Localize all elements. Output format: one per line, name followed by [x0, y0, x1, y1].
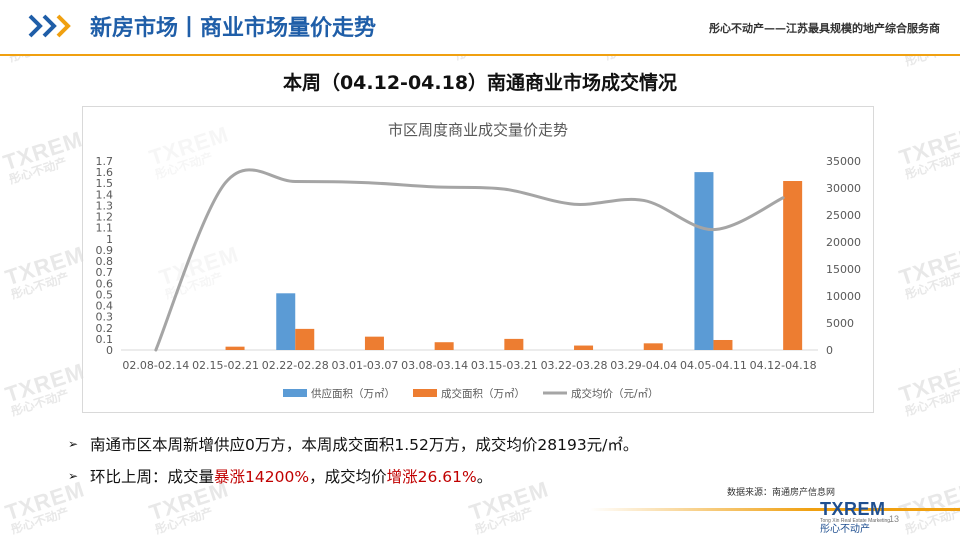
- company-logo: TXREM Tong Xin Real Estate Marketing 彤心不…: [820, 500, 890, 536]
- deal-area-bar: [783, 181, 803, 350]
- x-tick-label: 04.05-04.11: [680, 359, 747, 372]
- x-tick-label: 03.15-03.21: [471, 359, 538, 372]
- legend-swatch: [413, 389, 437, 397]
- bullet-text: 环比上周：成交量暴涨14200%，成交均价增涨26.61%。: [90, 465, 492, 487]
- legend-label: 成交均价（元/㎡）: [571, 387, 659, 400]
- x-tick-label: 03.08-03.14: [401, 359, 468, 372]
- x-tick-label: 02.15-02.21: [192, 359, 259, 372]
- x-tick-label: 02.22-02.28: [262, 359, 329, 372]
- y-left-tick-label: 1.4: [96, 188, 114, 201]
- deal-area-bar: [643, 343, 663, 350]
- y-left-tick-label: 0.6: [96, 277, 114, 290]
- y-right-tick-label: 35000: [826, 155, 861, 168]
- legend-label: 成交面积（万㎡）: [441, 387, 525, 400]
- logo-wordmark: TXREM: [820, 499, 886, 519]
- y-left-tick-label: 1.3: [96, 199, 114, 212]
- deal-area-bar: [434, 342, 454, 350]
- deal-area-bar: [574, 345, 594, 350]
- y-left-tick-label: 1.6: [96, 166, 114, 179]
- y-left-tick-label: 1.5: [96, 177, 114, 190]
- legend-label: 供应面积（万㎡）: [311, 387, 395, 400]
- supply-bar: [694, 172, 714, 350]
- slide-title: 新房市场丨商业市场量价走势: [90, 16, 377, 41]
- y-left-tick-label: 0.1: [96, 333, 114, 346]
- x-tick-label: 02.08-02.14: [122, 359, 189, 372]
- y-right-tick-label: 20000: [826, 236, 861, 249]
- deal-area-bar: [713, 339, 733, 350]
- price-volume-chart: 市区周度商业成交量价走势 00.10.20.30.40.50.60.70.80.…: [96, 121, 862, 400]
- avg-price-line: [154, 168, 785, 352]
- summary-bullets: ➢ 南通市区本周新增供应0万方，本周成交面积1.52万方，成交均价28193元/…: [68, 428, 928, 492]
- y-right-tick-label: 10000: [826, 290, 861, 303]
- y-left-tick-label: 0.9: [96, 244, 114, 257]
- bullet-text-part: ，成交均价: [309, 468, 387, 486]
- y-left-tick-label: 0.3: [96, 311, 114, 324]
- data-source: 数据来源：南通房产信息网: [727, 488, 836, 498]
- x-tick-label: 03.01-03.07: [331, 359, 398, 372]
- y-left-tick-label: 1.1: [96, 222, 114, 235]
- bullet-text: 南通市区本周新增供应0万方，本周成交面积1.52万方，成交均价28193元/㎡。: [90, 436, 639, 454]
- slide-header: 新房市场丨商业市场量价走势 彤心不动产——江苏最具规模的地产综合服务商: [0, 0, 960, 56]
- deal-area-bar: [364, 336, 384, 350]
- y-left-tick-label: 1: [106, 233, 113, 246]
- arrow-bullet-icon: ➢: [68, 437, 79, 451]
- y-left-tick-label: 0.4: [96, 300, 114, 313]
- price-change-highlight: 增涨26.61%: [386, 468, 477, 486]
- company-slogan: 彤心不动产——江苏最具规模的地产综合服务商: [709, 22, 940, 35]
- y-right-tick-label: 25000: [826, 209, 861, 222]
- arrow-bullet-icon: ➢: [68, 469, 79, 483]
- supply-bar: [276, 293, 296, 350]
- logo-chinese-name: 彤心不动产: [820, 524, 870, 535]
- y-right-tick-label: 0: [826, 344, 833, 357]
- y-right-tick-label: 5000: [826, 317, 854, 330]
- x-tick-label: 03.29-04.04: [610, 359, 677, 372]
- deal-area-bar: [225, 346, 245, 350]
- chevron-right-icon: [28, 14, 71, 38]
- y-left-tick-label: 0.7: [96, 266, 114, 279]
- bullet-item: ➢ 环比上周：成交量暴涨14200%，成交均价增涨26.61%。: [68, 460, 928, 492]
- chart-frame: 市区周度商业成交量价走势 0 0.1 0.2 0.3 0.4 0.5 0.6 0.7 0.8 0.…: [82, 106, 874, 413]
- x-tick-label: 04.12-04.18: [750, 359, 817, 372]
- section-subtitle: 本周（04.12-04.18）南通商业市场成交情况: [282, 72, 678, 94]
- deal-area-bar: [295, 328, 315, 350]
- volume-change-highlight: 暴涨14200%: [214, 468, 310, 486]
- bullet-text-part: 。: [476, 468, 493, 486]
- deal-area-bar: [504, 338, 524, 350]
- y-right-tick-label: 15000: [826, 263, 861, 276]
- y-left-tick-label: 0.2: [96, 322, 114, 335]
- bullet-text-part: 环比上周：成交量: [90, 468, 215, 486]
- y-left-tick-label: 0: [106, 344, 113, 357]
- chart-title: 市区周度商业成交量价走势: [388, 121, 568, 139]
- y-left-tick-label: 1.7: [96, 155, 114, 168]
- y-left-tick-label: 1.2: [96, 211, 114, 224]
- page-number: 13: [889, 514, 900, 524]
- legend-swatch: [283, 389, 307, 397]
- y-left-tick-label: 0.5: [96, 288, 114, 301]
- y-left-tick-label: 0.8: [96, 255, 114, 268]
- bullet-item: ➢ 南通市区本周新增供应0万方，本周成交面积1.52万方，成交均价28193元/…: [68, 428, 928, 460]
- y-right-tick-label: 30000: [826, 182, 861, 195]
- x-tick-label: 03.22-03.28: [541, 359, 608, 372]
- footer-divider: [590, 508, 960, 511]
- logo-tagline: Tong Xin Real Estate Marketing: [820, 518, 891, 524]
